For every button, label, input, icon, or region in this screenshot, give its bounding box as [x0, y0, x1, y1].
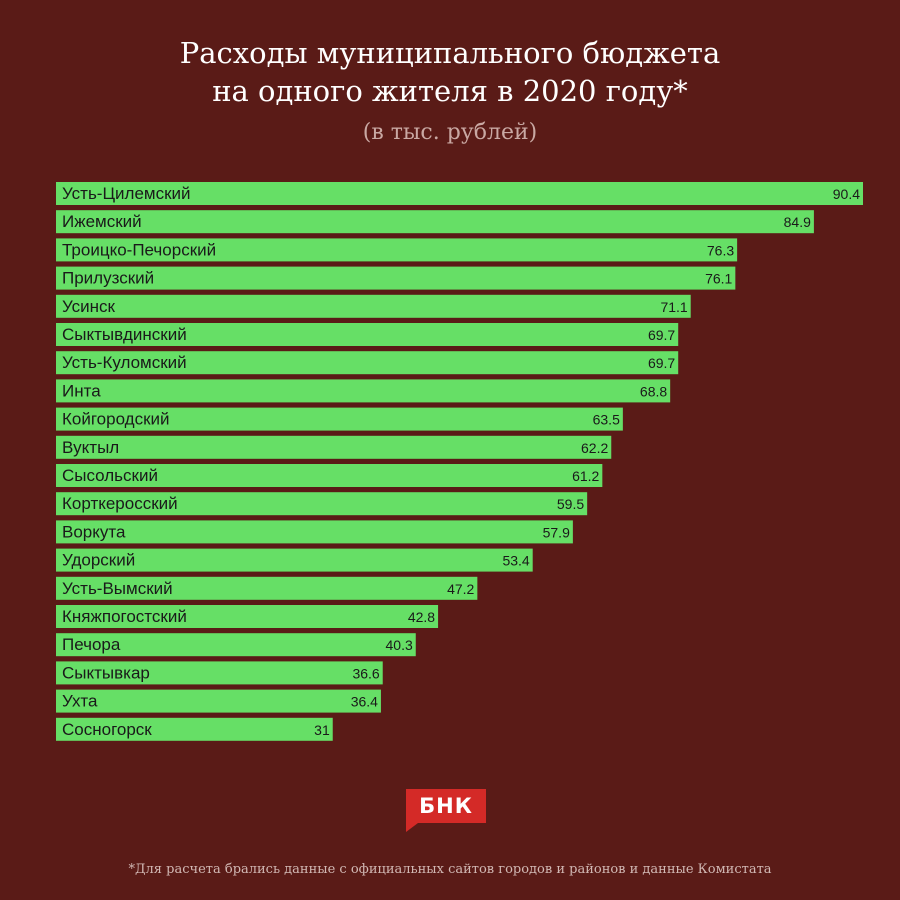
category-label: Усть-Вымский: [62, 579, 173, 598]
category-label: Ухта: [62, 692, 98, 711]
chart-title: Расходы муниципального бюджета на одного…: [0, 34, 900, 110]
value-label: 57.9: [543, 524, 570, 540]
bar: [56, 661, 383, 685]
bar-chart: Усть-Цилемский 90.4 Ижемский 84.9 Троицко-Пе…: [56, 182, 863, 741]
chart-title-line-2: на одного жителя в 2020 году*: [212, 74, 688, 108]
bar: [56, 689, 381, 713]
bar: [56, 633, 416, 657]
bar: [56, 407, 623, 431]
value-label: 69.7: [648, 355, 675, 371]
value-label: 36.4: [351, 694, 378, 710]
category-label: Прилузский: [62, 269, 154, 288]
bar: [56, 576, 478, 600]
bnk-logo: БНК: [406, 789, 486, 832]
bar: [56, 210, 814, 234]
bar: [56, 520, 573, 544]
chart-subtitle: (в тыс. рублей): [362, 120, 538, 145]
bar: [56, 717, 333, 741]
value-label: 62.2: [581, 440, 608, 456]
category-label: Сыктывкар: [62, 663, 150, 682]
value-label: 68.8: [640, 383, 667, 399]
value-label: 63.5: [593, 412, 620, 428]
logo-tail: [406, 823, 418, 832]
value-label: 40.3: [386, 637, 413, 653]
bar: [56, 182, 863, 205]
value-label: 47.2: [447, 581, 474, 597]
value-label: 69.7: [648, 327, 675, 343]
category-label: Усть-Цилемский: [62, 184, 191, 203]
category-label: Печора: [62, 635, 121, 654]
bar: [56, 464, 603, 487]
category-label: Ижемский: [62, 212, 142, 231]
value-label: 84.9: [784, 214, 811, 230]
category-label: Вуктыл: [62, 438, 119, 457]
bar: [56, 435, 612, 459]
bar: [56, 238, 738, 262]
category-label: Сыктывдинский: [62, 325, 187, 344]
bar: [56, 323, 679, 346]
value-label: 90.4: [833, 186, 860, 202]
logo-text: БНК: [419, 794, 473, 818]
value-label: 76.1: [705, 271, 732, 287]
value-label: 31: [314, 722, 330, 738]
bar: [56, 548, 533, 572]
bar: [56, 379, 671, 403]
category-label: Воркута: [62, 522, 126, 541]
value-label: 61.2: [572, 468, 599, 484]
bar: [56, 266, 736, 290]
category-label: Удорский: [62, 551, 135, 570]
footnote: *Для расчета брались данные с официальны…: [128, 862, 772, 877]
category-label: Корткеросский: [62, 494, 178, 513]
category-label: Княжпогостский: [62, 607, 187, 626]
category-label: Сысольский: [62, 466, 158, 485]
category-label: Инта: [62, 381, 101, 400]
category-label: Троицко-Печорский: [62, 240, 216, 259]
value-label: 59.5: [557, 496, 584, 512]
chart-title-line-1: Расходы муниципального бюджета: [179, 36, 721, 70]
value-label: 71.1: [660, 299, 687, 315]
value-label: 42.8: [408, 609, 435, 625]
value-label: 36.6: [352, 665, 379, 681]
category-label: Сосногорск: [62, 720, 152, 739]
category-label: Койгородский: [62, 410, 170, 429]
bar: [56, 605, 439, 628]
bar: [56, 492, 588, 516]
category-label: Усть-Куломский: [62, 353, 187, 372]
category-label: Усинск: [62, 297, 116, 316]
bar: [56, 294, 691, 318]
value-label: 76.3: [707, 242, 734, 258]
bar: [56, 351, 679, 375]
value-label: 53.4: [502, 553, 529, 569]
